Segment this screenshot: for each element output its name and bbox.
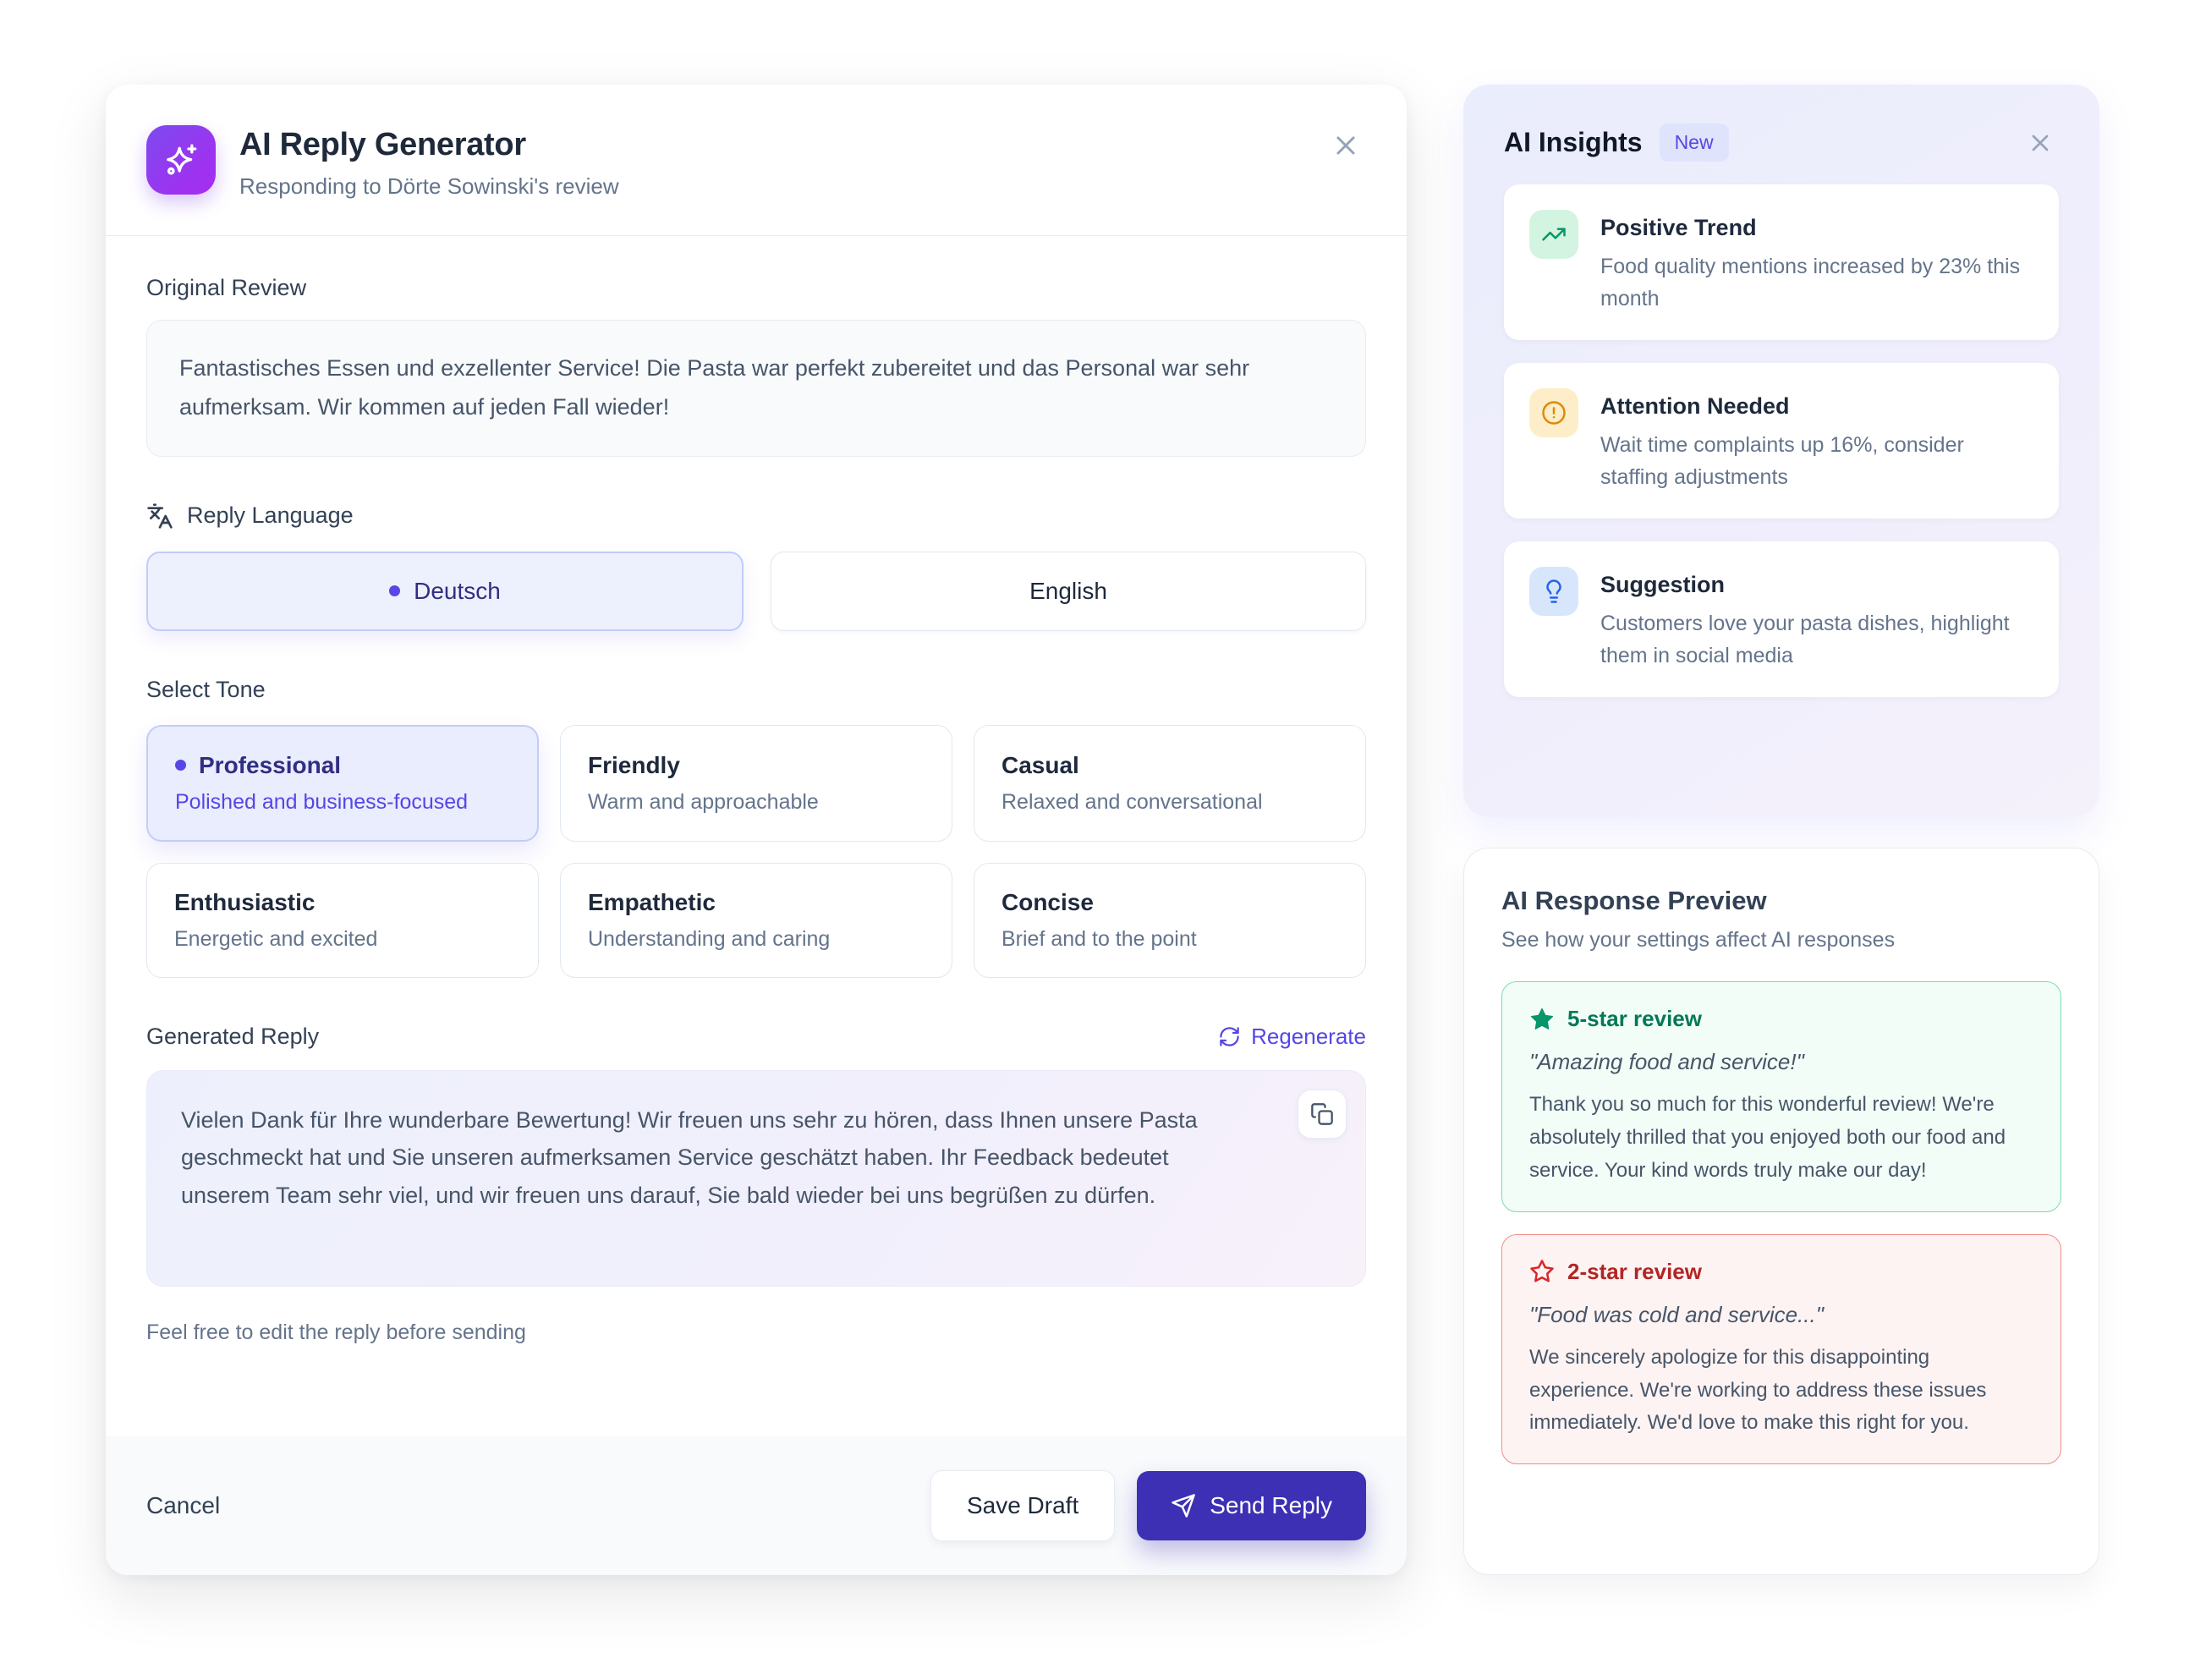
regenerate-label: Regenerate xyxy=(1251,1023,1366,1049)
insight-card-suggestion: Suggestion Customers love your pasta dis… xyxy=(1504,541,2059,697)
modal-header: AI Reply Generator Responding to Dörte S… xyxy=(106,85,1407,235)
preview-example-negative: 2-star review "Food was cold and service… xyxy=(1501,1233,2061,1465)
preview-example-positive: 5-star review "Amazing food and service!… xyxy=(1501,981,2061,1212)
ai-reply-generator-modal: AI Reply Generator Responding to Dörte S… xyxy=(106,85,1407,1575)
tone-title: Professional xyxy=(199,751,342,778)
insight-description: Wait time complaints up 16%, consider st… xyxy=(1600,433,1964,489)
insights-header: AI Insights New xyxy=(1504,124,2059,162)
tone-title: Friendly xyxy=(588,751,680,778)
selected-dot-icon xyxy=(389,585,401,597)
close-icon xyxy=(1336,136,1355,155)
insight-title: Suggestion xyxy=(1600,572,1725,597)
copy-button[interactable] xyxy=(1298,1089,1347,1139)
insight-card-positive-trend: Positive Trend Food quality mentions inc… xyxy=(1504,184,2059,340)
ai-response-text: Thank you so much for this wonderful rev… xyxy=(1529,1093,2006,1182)
tone-title: Casual xyxy=(1001,751,1079,778)
insight-card-attention-needed: Attention Needed Wait time complaints up… xyxy=(1504,363,2059,519)
generated-reply-header: Generated Reply Regenerate xyxy=(146,1024,1366,1050)
tone-card-professional[interactable]: Professional Polished and business-focus… xyxy=(146,724,539,842)
select-tone-label: Select Tone xyxy=(146,676,266,702)
insights-title: AI Insights xyxy=(1504,127,1643,157)
tone-card-casual[interactable]: Casual Relaxed and conversational xyxy=(974,724,1366,842)
original-review-box: Fantastisches Essen und exzellenter Serv… xyxy=(146,320,1366,457)
ai-insights-panel: AI Insights New Positive Trend Food qual… xyxy=(1463,85,2099,817)
preview-subtitle: See how your settings affect AI response… xyxy=(1501,928,1896,952)
translate-icon xyxy=(147,503,173,529)
star-filled-icon xyxy=(1530,1007,1554,1029)
star-outline-icon xyxy=(1530,1260,1554,1282)
rating-label: 5-star review xyxy=(1567,1006,1702,1031)
insight-description: Food quality mentions increased by 23% t… xyxy=(1600,255,2021,310)
tone-description: Energetic and excited xyxy=(174,926,378,951)
reply-language-label-row: Reply Language xyxy=(146,502,1366,530)
send-reply-button[interactable]: Send Reply xyxy=(1137,1471,1366,1540)
insight-title: Positive Trend xyxy=(1600,215,1757,240)
tone-title: Concise xyxy=(1001,888,1094,915)
tone-description: Relaxed and conversational xyxy=(1001,789,1263,814)
preview-title: AI Response Preview xyxy=(1501,886,1767,915)
language-options: Deutsch English xyxy=(146,551,1366,631)
review-quote: "Amazing food and service!" xyxy=(1529,1049,1804,1074)
tone-description: Polished and business-focused xyxy=(175,789,469,814)
trending-up-icon xyxy=(1529,210,1578,259)
tone-card-concise[interactable]: Concise Brief and to the point xyxy=(974,862,1366,978)
regenerate-button[interactable]: Regenerate xyxy=(1218,1024,1366,1050)
tone-description: Understanding and caring xyxy=(588,926,831,951)
modal-titles: AI Reply Generator Responding to Dörte S… xyxy=(239,125,1302,200)
original-review-section: Original Review Fantastisches Essen und … xyxy=(146,275,1366,457)
language-option-english[interactable]: English xyxy=(771,551,1366,631)
tone-description: Brief and to the point xyxy=(1001,926,1197,951)
send-icon xyxy=(1172,1494,1195,1518)
insight-title: Attention Needed xyxy=(1600,393,1790,419)
modal-footer: Cancel Save Draft Send Reply xyxy=(106,1436,1407,1575)
cancel-button[interactable]: Cancel xyxy=(146,1492,221,1518)
lightbulb-icon xyxy=(1529,567,1578,616)
save-draft-button[interactable]: Save Draft xyxy=(930,1470,1116,1541)
generated-reply-text: Vielen Dank für Ihre wunderbare Bewertun… xyxy=(181,1106,1198,1208)
language-option-label: English xyxy=(1029,577,1107,604)
tone-title: Empathetic xyxy=(588,888,716,915)
page-subtitle: Responding to Dörte Sowinski's review xyxy=(239,173,619,199)
edit-hint-text: Feel free to edit the reply before sendi… xyxy=(146,1320,526,1344)
tone-grid: Professional Polished and business-focus… xyxy=(146,724,1366,978)
sparkles-icon xyxy=(146,125,216,195)
tone-card-empathetic[interactable]: Empathetic Understanding and caring xyxy=(560,862,952,978)
insight-description: Customers love your pasta dishes, highli… xyxy=(1600,612,2010,667)
language-option-label: Deutsch xyxy=(414,577,501,604)
page-title: AI Reply Generator xyxy=(239,127,526,162)
original-review-text: Fantastisches Essen und exzellenter Serv… xyxy=(179,355,1250,420)
generated-reply-textarea[interactable]: Vielen Dank für Ihre wunderbare Bewertun… xyxy=(146,1069,1366,1287)
generated-reply-label: Generated Reply xyxy=(146,1023,320,1049)
generated-reply-section: Generated Reply Regenerate Vielen Dank f… xyxy=(146,1024,1366,1345)
modal-body: Original Review Fantastisches Essen und … xyxy=(106,236,1407,1436)
header-divider xyxy=(106,235,1407,236)
review-quote: "Food was cold and service..." xyxy=(1529,1301,1824,1327)
original-review-label: Original Review xyxy=(146,275,307,300)
language-option-deutsch[interactable]: Deutsch xyxy=(146,551,744,631)
send-reply-label: Send Reply xyxy=(1210,1492,1332,1518)
close-icon xyxy=(2032,135,2049,151)
copy-icon xyxy=(1311,1102,1333,1125)
refresh-icon xyxy=(1220,1027,1239,1046)
reply-language-section: Reply Language Deutsch English xyxy=(146,502,1366,631)
reply-language-label: Reply Language xyxy=(187,502,354,529)
tone-card-enthusiastic[interactable]: Enthusiastic Energetic and excited xyxy=(146,862,539,978)
new-badge: New xyxy=(1659,124,1729,162)
rating-label: 2-star review xyxy=(1567,1258,1702,1284)
tone-card-friendly[interactable]: Friendly Warm and approachable xyxy=(560,724,952,842)
selected-dot-icon xyxy=(175,760,186,771)
modal-close-button[interactable] xyxy=(1325,125,1366,166)
ai-response-text: We sincerely apologize for this disappoi… xyxy=(1529,1345,1987,1435)
tone-title: Enthusiastic xyxy=(174,888,316,915)
tone-description: Warm and approachable xyxy=(588,789,819,814)
alert-circle-icon xyxy=(1529,388,1578,437)
insights-close-button[interactable] xyxy=(2022,124,2059,162)
ai-response-preview-panel: AI Response Preview See how your setting… xyxy=(1463,848,2099,1575)
select-tone-section: Select Tone Professional Polished and bu… xyxy=(146,677,1366,978)
